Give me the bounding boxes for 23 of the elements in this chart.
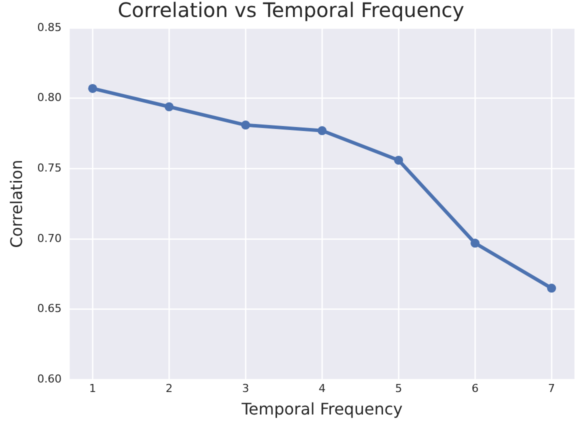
point — [318, 126, 327, 136]
point — [164, 102, 174, 112]
y-tick-label: 0.80 — [37, 91, 62, 104]
point — [470, 238, 480, 248]
x-tick-label: 3 — [242, 382, 250, 396]
x-tick-label: 7 — [548, 382, 556, 396]
x-axis-title: Temporal Frequency — [240, 400, 403, 419]
y-tick-label: 0.75 — [37, 162, 62, 174]
x-tick-label: 2 — [166, 382, 173, 396]
x-tick-label: 1 — [89, 382, 96, 396]
x-tick-label: 6 — [472, 382, 479, 396]
y-tick-label: 0.65 — [37, 302, 62, 316]
x-tick-label: 5 — [395, 382, 402, 396]
y-tick-label: 0.60 — [37, 372, 62, 386]
point — [241, 120, 250, 130]
chart-title: Correlation vs Temporal Frequency — [118, 0, 464, 22]
y-axis-title: Correlation — [6, 160, 26, 248]
point — [394, 156, 404, 165]
x-tick-label: 4 — [318, 382, 326, 396]
point — [88, 84, 98, 93]
point — [547, 284, 556, 293]
y-tick-label: 0.70 — [37, 232, 62, 245]
y-tick-label: 0.85 — [37, 20, 62, 34]
